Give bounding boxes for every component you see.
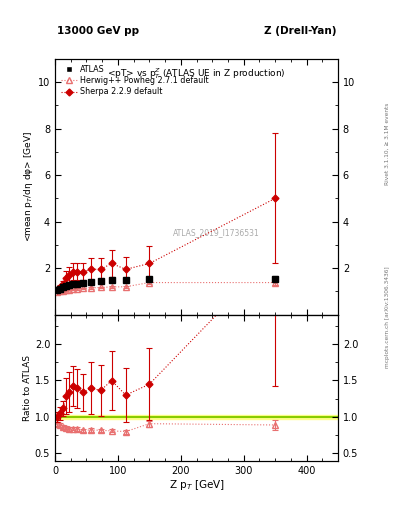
- Text: Rivet 3.1.10, ≥ 3.1M events: Rivet 3.1.10, ≥ 3.1M events: [385, 102, 390, 184]
- X-axis label: Z p$_T$ [GeV]: Z p$_T$ [GeV]: [169, 478, 224, 493]
- Text: Z (Drell-Yan): Z (Drell-Yan): [264, 26, 336, 36]
- Text: ATLAS_2019_I1736531: ATLAS_2019_I1736531: [173, 228, 260, 237]
- Text: <pT> vs p$^Z_T$ (ATLAS UE in Z production): <pT> vs p$^Z_T$ (ATLAS UE in Z productio…: [107, 67, 286, 81]
- Y-axis label: Ratio to ATLAS: Ratio to ATLAS: [23, 355, 32, 421]
- Y-axis label: <mean p$_T$/dη dφ> [GeV]: <mean p$_T$/dη dφ> [GeV]: [22, 131, 35, 242]
- Text: mcplots.cern.ch [arXiv:1306.3436]: mcplots.cern.ch [arXiv:1306.3436]: [385, 267, 390, 368]
- Text: 13000 GeV pp: 13000 GeV pp: [57, 26, 139, 36]
- Legend: ATLAS, Herwig++ Powheg 2.7.1 default, Sherpa 2.2.9 default: ATLAS, Herwig++ Powheg 2.7.1 default, Sh…: [59, 63, 210, 98]
